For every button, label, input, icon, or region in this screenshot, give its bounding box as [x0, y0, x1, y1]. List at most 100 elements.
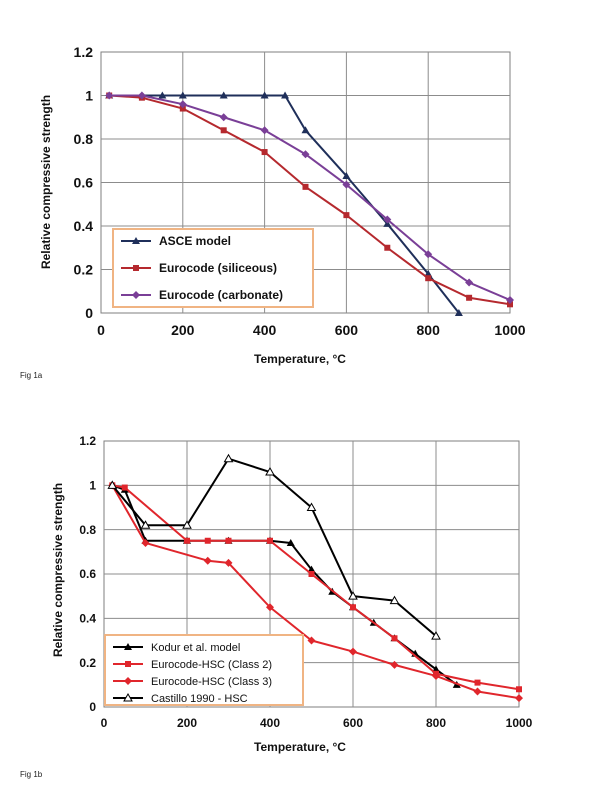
x-tick-label: 0	[97, 322, 105, 338]
data-point	[432, 665, 440, 673]
data-point	[465, 278, 474, 287]
y-tick-label: 1.2	[74, 44, 94, 60]
x-tick-label: 800	[426, 716, 446, 730]
y-tick-label: 0.4	[79, 612, 96, 626]
legend-marker	[125, 661, 131, 667]
data-point	[424, 269, 433, 277]
data-point	[342, 180, 351, 189]
data-point	[466, 294, 473, 301]
data-point	[204, 537, 211, 544]
data-point	[515, 694, 523, 703]
x-tick-label: 400	[260, 716, 280, 730]
series-4	[107, 453, 441, 640]
data-point	[349, 647, 357, 656]
legend-label: Eurocode (siliceous)	[159, 261, 277, 275]
data-point	[431, 631, 441, 640]
data-point	[302, 183, 309, 190]
data-point	[219, 113, 228, 122]
legend-marker	[132, 291, 140, 299]
data-point	[384, 244, 391, 251]
data-point	[179, 105, 186, 112]
y-tick-label: 1.2	[79, 434, 96, 448]
data-point	[141, 538, 150, 547]
data-point	[137, 91, 146, 100]
data-point	[390, 660, 399, 669]
legend: Kodur et al. model Eurocode-HSC (Class 2)…	[104, 634, 304, 706]
data-point	[266, 603, 274, 612]
data-point	[506, 295, 514, 304]
legend-label: ASCE model	[159, 234, 231, 248]
data-point	[281, 91, 290, 99]
chart-1: 0 200 400 600 800 1000 0 0.2 0.4 0.6 0.8 1 1.2 Temper…	[39, 44, 526, 366]
data-point	[223, 453, 234, 463]
legend-label: Eurocode-HSC (Class 3)	[151, 676, 272, 688]
figure-label-1a: Fig 1a	[20, 371, 43, 380]
data-point	[219, 91, 228, 99]
legend-label: Kodur et al. model	[151, 642, 240, 654]
data-point	[473, 687, 482, 696]
y-tick-label: 0.6	[79, 567, 96, 581]
x-axis-label: Temperature, °C	[254, 740, 346, 754]
series-line	[109, 94, 460, 314]
data-point	[307, 565, 316, 573]
y-axis-label: Relative compressive strength	[39, 95, 53, 269]
y-tick-label: 0.8	[79, 523, 96, 537]
data-point	[184, 537, 190, 544]
data-point	[301, 150, 310, 159]
series-line	[112, 484, 520, 691]
legend-label: Castillo 1990 - HSC	[151, 693, 248, 705]
data-point	[182, 520, 192, 529]
series-3	[108, 481, 523, 703]
legend-marker	[124, 643, 132, 650]
data-point	[474, 679, 481, 686]
legend-marker	[132, 237, 140, 244]
data-point	[107, 480, 118, 489]
data-point	[158, 91, 167, 99]
x-tick-label: 200	[177, 716, 197, 730]
data-point	[454, 309, 463, 316]
data-point	[178, 91, 187, 99]
series-3	[105, 91, 514, 304]
legend-label: Eurocode-HSC (Class 2)	[151, 659, 272, 671]
data-point	[140, 520, 151, 529]
data-point	[343, 212, 350, 219]
legend: ASCE model Eurocode (siliceous) Eurocode (…	[112, 228, 314, 308]
x-tick-label: 0	[101, 716, 108, 730]
data-point	[267, 537, 273, 544]
series-1	[105, 91, 463, 316]
y-tick-label: 1	[85, 87, 93, 103]
data-point	[306, 502, 317, 511]
data-point	[342, 171, 351, 179]
y-tick-label: 0.4	[74, 218, 94, 234]
data-point	[260, 91, 269, 99]
x-tick-label: 1000	[506, 716, 533, 730]
data-point	[220, 127, 227, 134]
data-point	[286, 538, 295, 546]
x-axis-label: Temperature, °C	[254, 352, 346, 366]
data-point	[350, 604, 356, 611]
chart-2: 0 200 400 600 800 1000 0 0.2 0.4 0.6 0.8 1 1.2 Temper…	[51, 434, 533, 754]
y-tick-label: 0	[85, 305, 93, 321]
x-tick-label: 600	[335, 322, 359, 338]
y-tick-label: 0	[89, 700, 96, 714]
y-tick-label: 0.2	[74, 261, 94, 277]
data-point	[105, 91, 114, 100]
y-tick-label: 0.2	[79, 656, 96, 670]
data-point	[424, 250, 433, 259]
data-point	[307, 636, 316, 645]
data-point	[261, 149, 268, 156]
x-tick-label: 200	[171, 322, 195, 338]
legend-label: Eurocode (carbonate)	[159, 288, 283, 302]
x-tick-label: 1000	[494, 322, 525, 338]
data-point	[301, 126, 310, 134]
legend-marker	[123, 692, 133, 702]
y-tick-label: 0.6	[74, 174, 94, 190]
data-point	[389, 595, 400, 605]
data-point	[265, 467, 275, 476]
data-point	[308, 571, 315, 577]
data-point	[224, 558, 233, 567]
figure-label-1b: Fig 1b	[20, 770, 43, 779]
data-point	[507, 301, 513, 308]
